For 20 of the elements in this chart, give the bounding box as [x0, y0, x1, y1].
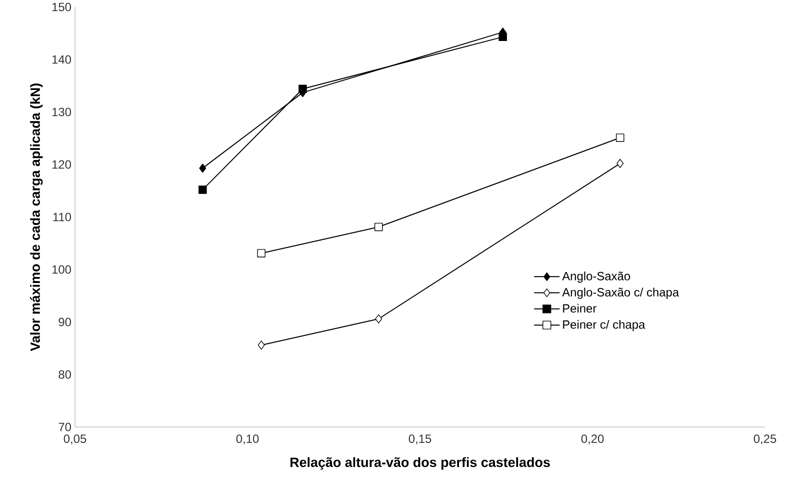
y-tick-label: 120 — [52, 160, 72, 169]
y-tick-label: 110 — [53, 212, 72, 222]
y-tick-label: 140 — [52, 55, 72, 64]
x-tick-label: 0,25 — [754, 434, 776, 444]
legend-label: Peiner c/ chapa — [563, 320, 646, 332]
x-tick-label: 0,10 — [236, 434, 259, 444]
x-tick-label: 0,20 — [581, 434, 604, 444]
x-tick-label: 0,05 — [64, 434, 86, 444]
x-tick-label: 0,15 — [408, 434, 432, 444]
y-tick-label: 90 — [58, 318, 72, 326]
y-axis-title: Valor máximo de cada carga aplicada (kN) — [30, 84, 43, 352]
legend-label: Peiner — [563, 304, 596, 313]
y-tick-label: 150 — [52, 2, 72, 12]
y-tick-label: 80 — [58, 370, 72, 379]
x-axis-title: Relação altura-vão dos perfis castelados — [290, 457, 550, 470]
y-tick-label: 130 — [52, 108, 72, 116]
legend-label: Anglo-Saxão — [562, 272, 630, 283]
y-tick-label: 100 — [52, 265, 72, 274]
y-tick-label: 70 — [58, 422, 72, 432]
legend-label: Anglo-Saxão c/ chapa — [562, 288, 680, 299]
